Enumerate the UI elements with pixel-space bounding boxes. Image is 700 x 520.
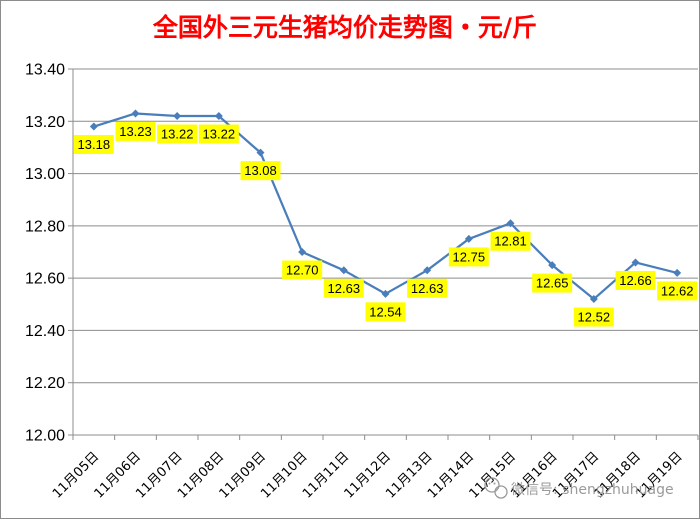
y-tick-label: 12.60 — [25, 271, 65, 288]
axes — [68, 68, 699, 440]
data-point — [339, 266, 348, 275]
data-point — [506, 219, 515, 228]
data-label-background — [157, 124, 198, 144]
data-label-background — [115, 121, 156, 141]
data-point — [173, 112, 182, 121]
data-point — [131, 109, 140, 118]
wechat-logo-icon — [484, 477, 508, 499]
y-tick-label: 12.20 — [25, 375, 65, 392]
data-label-background — [282, 260, 323, 280]
data-point — [381, 289, 390, 298]
data-label-background — [407, 278, 448, 298]
watermark: 微信号: shengzhuhuage — [484, 477, 674, 499]
data-label: 12.63 — [328, 281, 361, 296]
data-label: 12.62 — [661, 283, 694, 298]
data-label: 12.75 — [453, 249, 486, 264]
data-label-background — [490, 231, 531, 251]
data-label-background — [448, 247, 489, 267]
data-point — [423, 266, 432, 275]
data-label: 13.08 — [244, 163, 277, 178]
data-point — [256, 148, 265, 157]
watermark-text: 微信号: shengzhuhuage — [511, 482, 674, 498]
data-label-background — [240, 161, 281, 181]
data-label: 12.54 — [369, 304, 402, 319]
data-label-background — [573, 307, 614, 327]
data-label: 12.81 — [494, 234, 527, 249]
y-tick-label: 12.00 — [25, 428, 65, 445]
data-label-background — [657, 281, 698, 301]
data-label-background — [365, 302, 406, 322]
data-label: 13.18 — [78, 137, 111, 152]
price-series — [89, 109, 682, 304]
data-label: 12.66 — [619, 273, 652, 288]
chart-title: 全国外三元生猪均价走势图・元/斤 — [152, 13, 537, 42]
data-label: 12.52 — [578, 310, 611, 325]
data-label: 13.23 — [119, 124, 152, 139]
y-axis-tick-labels: 12.00 12.20 12.40 12.60 12.80 13.00 13.20 13.40 — [25, 62, 65, 445]
data-label-background — [615, 270, 656, 290]
data-point — [464, 234, 473, 243]
data-point — [673, 268, 682, 277]
data-label: 13.22 — [203, 127, 236, 142]
y-tick-label: 13.40 — [25, 62, 65, 79]
data-label: 12.65 — [536, 276, 569, 291]
data-label-background — [532, 273, 573, 293]
data-point — [589, 295, 598, 304]
data-point — [548, 261, 557, 270]
gridlines — [73, 68, 698, 436]
data-label-background — [73, 135, 114, 155]
data-labels: 13.18 13.23 13.22 13.22 13.08 12.70 12.63 12.54… — [73, 121, 698, 327]
data-point — [631, 258, 640, 267]
y-tick-label: 12.80 — [25, 218, 65, 235]
y-tick-label: 13.20 — [25, 114, 65, 131]
y-tick-label: 13.00 — [25, 166, 65, 183]
data-label: 12.63 — [411, 281, 444, 296]
data-point — [214, 112, 223, 121]
data-point — [298, 248, 307, 256]
data-label: 13.22 — [161, 127, 194, 142]
data-point — [89, 122, 98, 131]
y-tick-label: 12.40 — [25, 323, 65, 340]
data-label-background — [198, 124, 239, 144]
data-label: 12.70 — [286, 263, 319, 278]
data-label-background — [323, 278, 364, 298]
